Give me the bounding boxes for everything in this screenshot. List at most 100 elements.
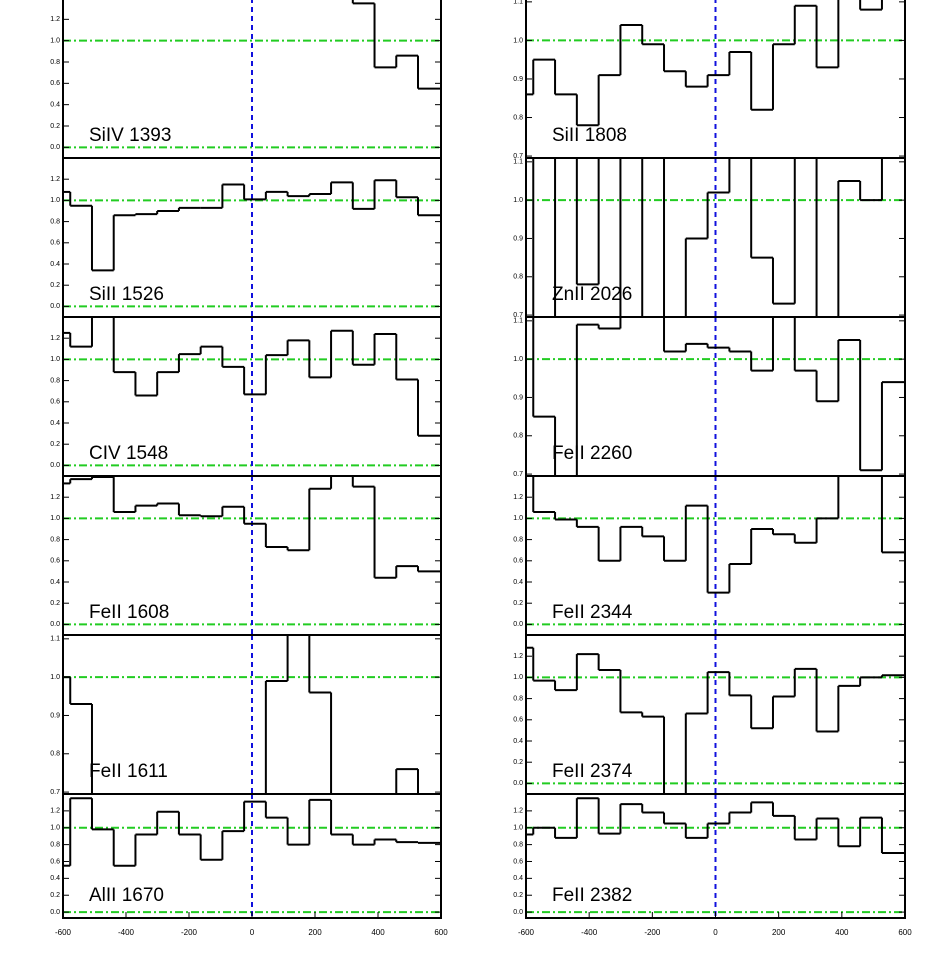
panel-label: SiII 1808 [552,125,627,146]
y-tick-label: 0.8 [50,841,60,848]
y-tick-label: 1.0 [50,356,60,363]
y-tick-label: 1.2 [513,808,523,815]
y-tick-label: 0.0 [50,462,60,469]
y-tick-label: 0.0 [50,144,60,151]
y-tick-label: 0.6 [513,858,523,865]
x-tick-label: 400 [371,928,385,937]
panel [63,317,441,476]
y-tick-label: 1.2 [50,16,60,23]
y-tick-label: 0.8 [513,114,523,121]
panel [526,635,905,794]
panel-label: SiII 1526 [89,284,164,305]
panel [526,158,905,317]
y-tick-label: 0.6 [513,558,523,565]
y-tick-label: 0.4 [513,738,523,745]
y-tick-label: 0.2 [513,600,523,607]
panel-label: SiIV 1393 [89,125,171,146]
y-tick-label: 1.2 [50,335,60,342]
y-tick-label: 1.2 [50,808,60,815]
panel [526,476,905,635]
y-tick-label: 0.2 [50,600,60,607]
y-tick-label: 1.0 [50,674,60,681]
x-tick-label: -600 [55,928,72,937]
y-tick-label: 0.0 [513,780,523,787]
y-tick-label: 0.6 [50,80,60,87]
x-tick-label: -600 [518,928,535,937]
y-tick-label: 0.7 [513,471,523,478]
y-tick-label: 0.0 [513,621,523,628]
panel-label: FeII 1611 [89,761,168,782]
y-tick-label: 1.0 [513,825,523,832]
panel [63,476,441,635]
x-tick-label: 600 [434,928,448,937]
x-tick-label: 0 [250,928,255,937]
y-tick-label: 0.4 [50,102,60,109]
x-tick-label: 400 [835,928,849,937]
y-tick-label: 1.0 [513,515,523,522]
y-tick-label: 0.8 [50,377,60,384]
y-tick-label: 0.9 [513,235,523,242]
y-tick-label: 1.0 [50,825,60,832]
y-tick-label: 0.6 [50,558,60,565]
y-tick-label: 0.6 [50,240,60,247]
y-tick-label: 0.6 [50,399,60,406]
y-tick-label: 0.8 [50,751,60,758]
y-tick-label: 1.0 [513,197,523,204]
panel-label: ZnII 2026 [552,284,632,305]
y-tick-label: 0.7 [50,789,60,796]
y-tick-label: 0.0 [50,303,60,310]
panel-label: FeII 2374 [552,761,633,782]
y-tick-label: 0.4 [513,579,523,586]
y-tick-label: 1.1 [50,636,60,643]
y-tick-label: 0.0 [50,621,60,628]
panel [63,0,441,158]
y-tick-label: 0.2 [513,759,523,766]
y-tick-label: 1.2 [50,176,60,183]
y-tick-label: 0.8 [50,536,60,543]
x-tick-label: -400 [581,928,598,937]
y-tick-label: 0.7 [513,153,523,160]
x-tick-label: -200 [181,928,198,937]
y-tick-label: 0.6 [50,858,60,865]
y-tick-label: 0.2 [50,441,60,448]
y-tick-label: 0.8 [513,274,523,281]
y-tick-label: 0.8 [513,536,523,543]
x-tick-label: 200 [772,928,786,937]
panel-label: FeII 2260 [552,443,632,464]
y-tick-label: 0.0 [513,909,523,916]
y-tick-label: 0.7 [513,312,523,319]
y-tick-label: 1.1 [513,0,523,6]
y-tick-label: 0.8 [50,59,60,66]
panel [526,0,905,158]
y-tick-label: 0.8 [513,695,523,702]
y-tick-label: 0.8 [513,841,523,848]
y-tick-label: 0.9 [513,76,523,83]
x-tick-label: 200 [308,928,322,937]
y-tick-label: 0.9 [50,712,60,719]
y-tick-label: 0.2 [50,892,60,899]
y-tick-label: 1.2 [50,494,60,501]
panel [63,794,441,918]
x-tick-label: -400 [118,928,135,937]
panel-label: CIV 1548 [89,443,168,464]
y-tick-label: 0.4 [50,579,60,586]
y-tick-label: 0.4 [50,261,60,268]
y-tick-label: 0.6 [513,717,523,724]
y-tick-label: 1.1 [513,318,523,325]
y-tick-label: 1.0 [513,37,523,44]
y-tick-label: 1.0 [50,515,60,522]
y-tick-label: 0.4 [513,875,523,882]
y-tick-label: 1.2 [513,653,523,660]
y-tick-label: 0.0 [50,909,60,916]
panel [63,635,441,794]
y-tick-label: 1.0 [50,197,60,204]
y-tick-label: 0.2 [50,282,60,289]
y-tick-label: 0.2 [513,892,523,899]
y-tick-label: 1.0 [513,674,523,681]
panel-label: FeII 2344 [552,602,633,623]
panel [526,317,905,476]
panel-label: FeII 1608 [89,602,169,623]
panel-label: FeII 2382 [552,885,632,906]
y-tick-label: 0.4 [50,875,60,882]
